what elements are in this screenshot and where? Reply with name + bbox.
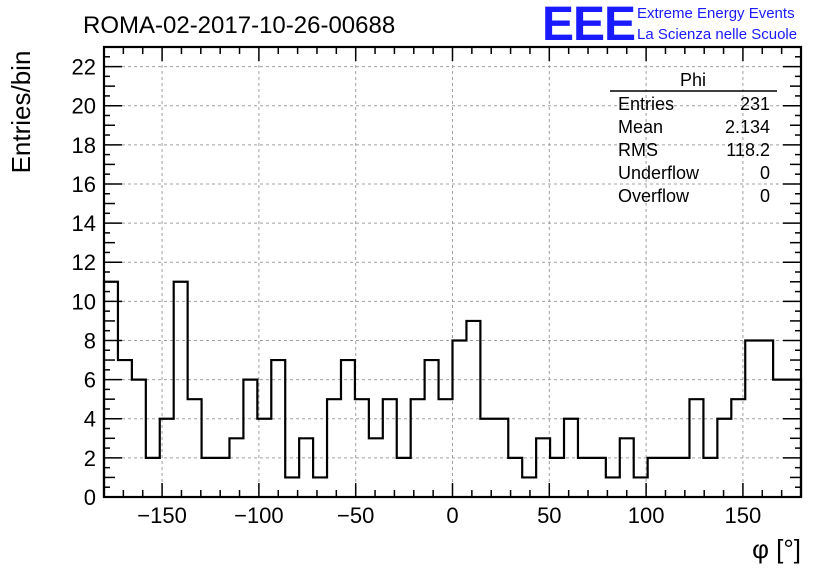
y-tick-label-5: 10 bbox=[72, 289, 96, 314]
y-axis-label: Entries/bin bbox=[6, 51, 36, 174]
stats-label-underflow: Underflow bbox=[618, 163, 700, 183]
stats-box: Phi Entries 231 Mean 2.134 RMS 118.2 Underflow… bbox=[610, 70, 777, 206]
y-tick-label-9: 18 bbox=[72, 133, 96, 158]
x-tick-label-3: 0 bbox=[446, 503, 458, 528]
branding-line-2: La Scienza nelle Scuole bbox=[637, 26, 797, 43]
stats-value-overflow: 0 bbox=[760, 186, 770, 206]
plot-frame bbox=[102, 45, 803, 499]
x-tick-label-0: −150 bbox=[137, 503, 187, 528]
stats-label-mean: Mean bbox=[618, 117, 663, 137]
stats-value-entries: 231 bbox=[740, 94, 770, 114]
stats-value-rms: 118.2 bbox=[726, 140, 770, 160]
y-tick-label-3: 6 bbox=[84, 368, 96, 393]
axis-ticks: 0 2 4 6 8 10 12 14 16 18 20 22 −150 −100 −50 0 50 100 150 bbox=[72, 46, 802, 528]
grid-lines bbox=[104, 47, 801, 497]
histogram-series-line bbox=[102, 280, 803, 497]
stats-label-overflow: Overflow bbox=[618, 186, 690, 206]
y-tick-label-4: 8 bbox=[84, 328, 96, 353]
x-axis-label: φ [°] bbox=[752, 534, 801, 564]
y-tick-label-1: 2 bbox=[84, 446, 96, 471]
chart-title: ROMA-02-2017-10-26-00688 bbox=[83, 12, 395, 39]
y-tick-label-11: 22 bbox=[72, 55, 96, 80]
y-tick-label-0: 0 bbox=[84, 485, 96, 510]
x-tick-label-4: 50 bbox=[537, 503, 561, 528]
y-tick-label-7: 14 bbox=[72, 211, 96, 236]
y-tick-label-10: 20 bbox=[72, 94, 96, 119]
x-tick-label-1: −100 bbox=[234, 503, 284, 528]
stats-label-rms: RMS bbox=[618, 140, 658, 160]
y-tick-label-6: 12 bbox=[72, 250, 96, 275]
x-tick-label-5: 100 bbox=[628, 503, 665, 528]
stats-label-entries: Entries bbox=[618, 94, 674, 114]
stats-value-underflow: 0 bbox=[760, 163, 770, 183]
stats-box-title: Phi bbox=[680, 70, 706, 90]
eee-logo: EEE bbox=[542, 0, 635, 51]
stats-value-mean: 2.134 bbox=[725, 117, 770, 137]
y-tick-label-2: 4 bbox=[84, 407, 96, 432]
branding-line-1: Extreme Energy Events bbox=[637, 5, 795, 22]
y-tick-label-8: 16 bbox=[72, 172, 96, 197]
x-tick-label-6: 150 bbox=[725, 503, 762, 528]
stats-rows: Entries 231 Mean 2.134 RMS 118.2 Underflow 0 Ove… bbox=[618, 94, 770, 206]
x-tick-label-2: −50 bbox=[337, 503, 374, 528]
